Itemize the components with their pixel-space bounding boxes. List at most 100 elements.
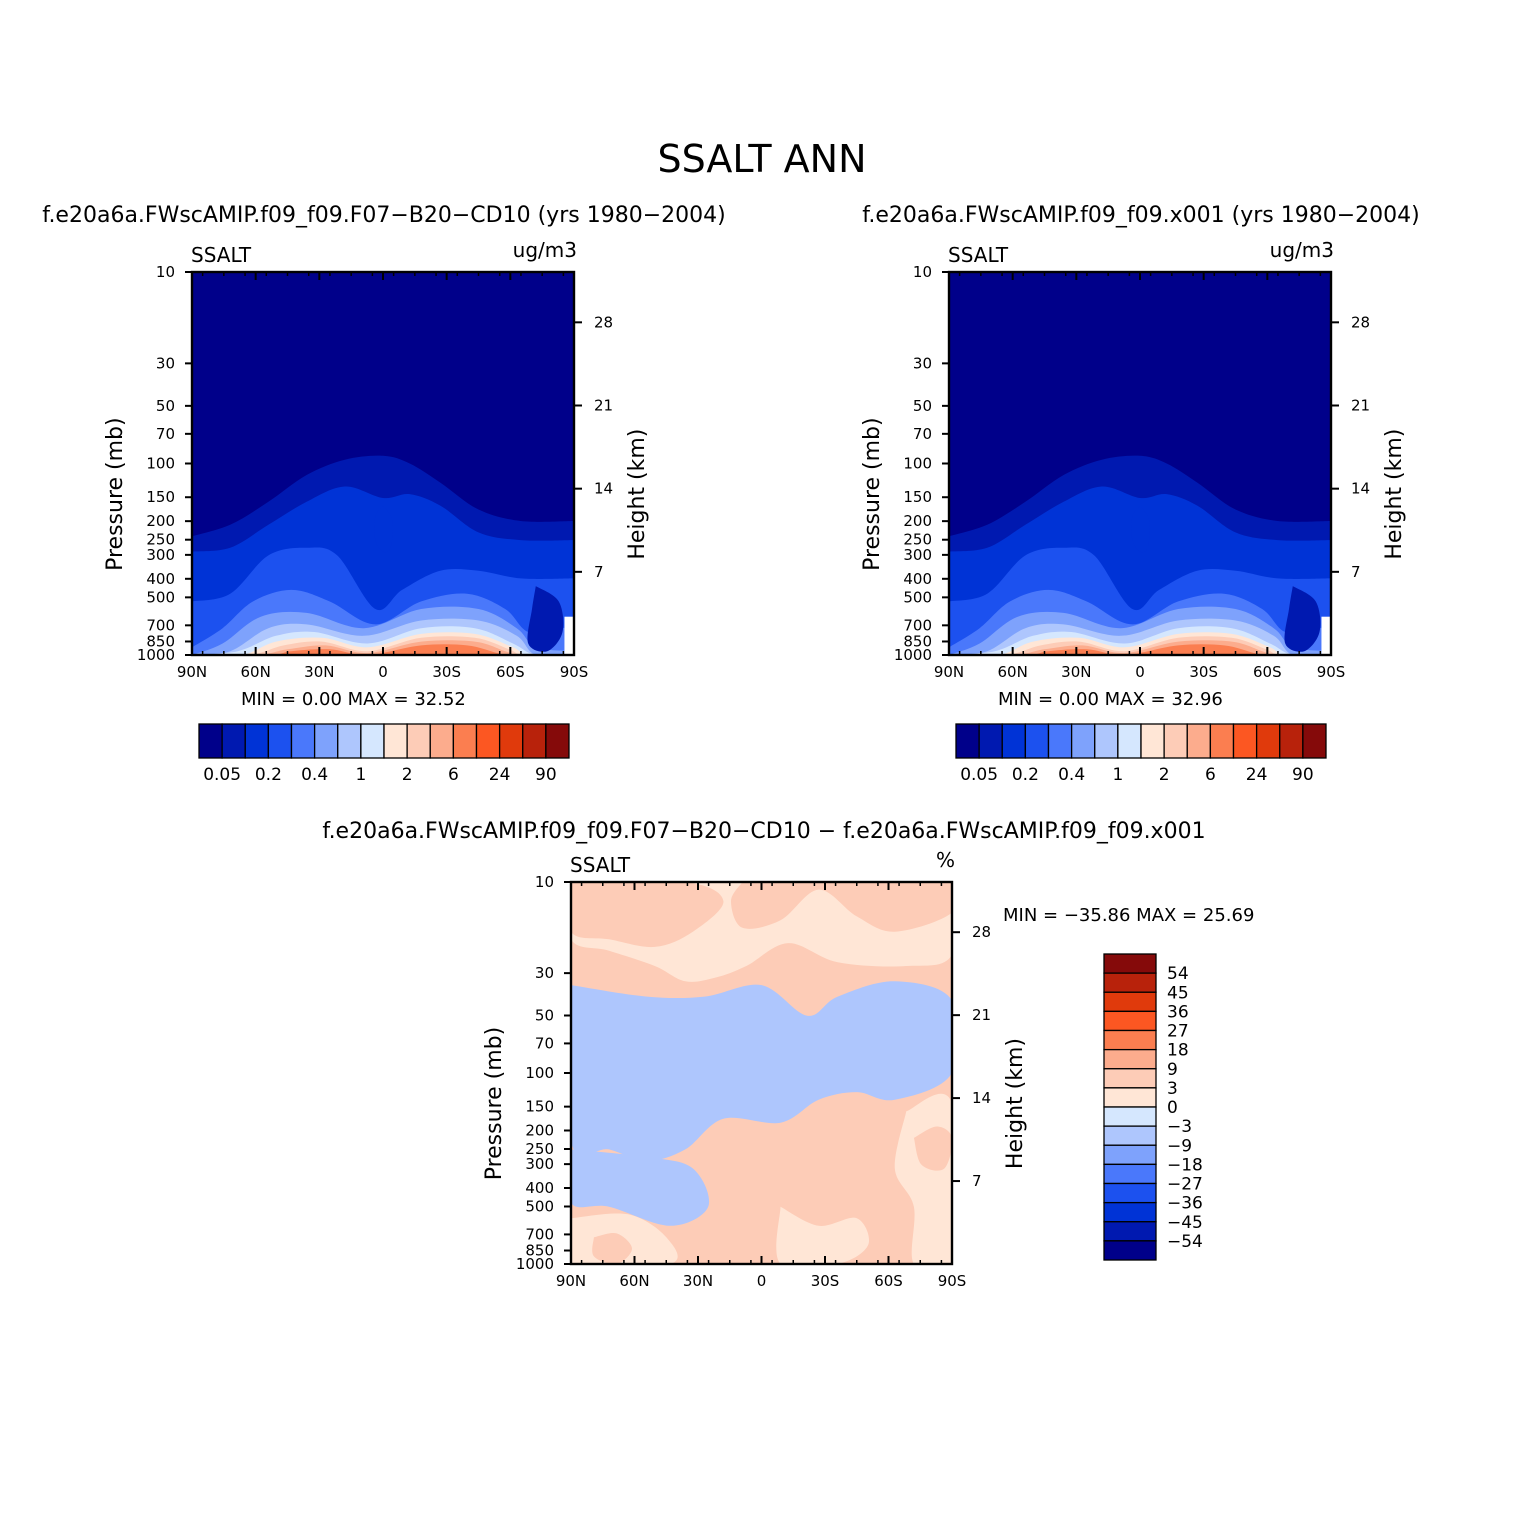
y-tick-label: 250 (903, 531, 932, 549)
y-tick-label: 850 (903, 632, 932, 650)
colorbar-box (1103, 1163, 1157, 1185)
figure-title: SSALT ANN (657, 137, 866, 181)
x-tick-label: 30N (304, 663, 334, 681)
colorbar-box (360, 723, 385, 759)
colorbar-label: 90 (535, 765, 557, 785)
colorbar-label: 2 (402, 765, 413, 785)
colorbar-label: 24 (489, 765, 511, 785)
y2-tick-label: 14 (594, 480, 613, 498)
y-tick-label: 700 (903, 616, 932, 634)
y-tick-label: 300 (525, 1155, 554, 1173)
min-max-label: MIN = 0.00 MAX = 32.96 (998, 689, 1223, 710)
colorbar-label: 0.2 (1012, 765, 1039, 785)
colorbar-label: 3 (1167, 1079, 1178, 1099)
colorbar-box (1103, 1010, 1157, 1032)
colorbar-label: 6 (1205, 765, 1216, 785)
contour-eq-blob (374, 505, 394, 553)
units-label: ug/m3 (513, 238, 577, 262)
y-tick-label: 500 (146, 588, 175, 606)
x-tick-label: 90S (938, 1272, 967, 1290)
y-tick-label: 200 (903, 512, 932, 530)
colorbar-label: 36 (1167, 1002, 1189, 1022)
x-tick-label: 90N (934, 663, 964, 681)
y-tick-label: 50 (156, 397, 175, 415)
colorbar-box (221, 723, 246, 759)
y-tick-label: 700 (146, 616, 175, 634)
colorbar-label: 24 (1246, 765, 1268, 785)
colorbar-box (1103, 1221, 1157, 1242)
panel-right: f.e20a6a.FWscAMIP.f09_f09.x001 (yrs 1980… (860, 203, 1420, 785)
y2-tick-label: 14 (1351, 480, 1370, 498)
colorbar-box (522, 723, 547, 759)
y-tick-label: 150 (525, 1098, 554, 1116)
contour-fills (192, 272, 574, 655)
colorbar-box (1163, 723, 1188, 759)
colorbar-label: 18 (1167, 1041, 1189, 1061)
x-tick-label: 60N (619, 1272, 649, 1290)
y-tick-label: 100 (146, 455, 175, 473)
y-tick-label: 10 (535, 873, 554, 891)
y-tick-label: 400 (903, 570, 932, 588)
y2-tick-label: 7 (972, 1172, 982, 1190)
colorbar-box (1024, 723, 1050, 759)
colorbar-box (452, 723, 478, 759)
y2-axis-label: Height (km) (1382, 429, 1407, 560)
colorbar-box (545, 723, 570, 759)
colorbar-label: −36 (1167, 1194, 1203, 1214)
colorbar-label: −54 (1167, 1232, 1203, 1252)
units-label: % (936, 848, 955, 872)
colorbar-label: −3 (1167, 1117, 1192, 1137)
y-tick-label: 500 (525, 1198, 554, 1216)
colorbar-label: 0.2 (255, 765, 282, 785)
y2-tick-label: 14 (972, 1089, 991, 1107)
y-tick-label: 300 (146, 546, 175, 564)
contour-low-neg (571, 1149, 710, 1226)
colorbar-box (1255, 723, 1281, 759)
colorbar-label: 0.05 (203, 765, 241, 785)
y-tick-label: 30 (156, 354, 175, 372)
contour-eq-low-warm (776, 1206, 869, 1264)
x-tick-label: 60S (496, 663, 525, 681)
colorbar-label: 1 (355, 765, 366, 785)
colorbar-label: 6 (448, 765, 459, 785)
y2-tick-label: 7 (594, 563, 604, 581)
colorbar-box (978, 723, 1003, 759)
y-tick-label: 50 (535, 1007, 554, 1025)
x-tick-label: 30S (432, 663, 461, 681)
colorbar-label: 2 (1159, 765, 1170, 785)
y-tick-label: 400 (525, 1179, 554, 1197)
colorbar-box (383, 723, 408, 759)
colorbar-box (1103, 1048, 1157, 1070)
y-tick-label: 1000 (516, 1255, 554, 1273)
colorbar-label: 90 (1292, 765, 1314, 785)
panel-title: f.e20a6a.FWscAMIP.f09_f09.F07−B20−CD10 −… (322, 819, 1205, 844)
colorbar-box (1103, 1182, 1157, 1204)
y2-tick-label: 21 (1351, 396, 1370, 414)
y-tick-label: 700 (525, 1225, 554, 1243)
y2-tick-label: 21 (972, 1006, 991, 1024)
y-tick-label: 250 (525, 1140, 554, 1158)
colorbar-box (1103, 1125, 1157, 1146)
colorbar-box (337, 723, 362, 759)
y-tick-label: 70 (913, 425, 932, 443)
colorbar-box (198, 723, 223, 759)
x-tick-label: 60S (1253, 663, 1282, 681)
colorbar-label: 0.4 (301, 765, 328, 785)
colorbar-box (475, 723, 501, 759)
y2-tick-label: 28 (1351, 313, 1370, 331)
units-label: ug/m3 (1270, 238, 1334, 262)
y2-tick-label: 28 (972, 923, 991, 941)
colorbar-box (1094, 723, 1119, 759)
contour-sh-blob (527, 586, 564, 652)
colorbar-box (1103, 1068, 1157, 1089)
colorbar-label: 27 (1167, 1022, 1189, 1042)
contour-top-nh-3-9 (571, 882, 724, 948)
panel-diff: f.e20a6a.FWscAMIP.f09_f09.F07−B20−CD10 −… (322, 819, 1254, 1290)
x-tick-label: 0 (1135, 663, 1145, 681)
min-max-label: MIN = −35.86 MAX = 25.69 (1003, 905, 1254, 926)
y-tick-label: 300 (903, 546, 932, 564)
colorbar-box (1140, 723, 1165, 759)
colorbar-box (1103, 953, 1157, 974)
contour-sh-3-9 (913, 1126, 952, 1171)
colorbar-label: −18 (1167, 1155, 1203, 1175)
